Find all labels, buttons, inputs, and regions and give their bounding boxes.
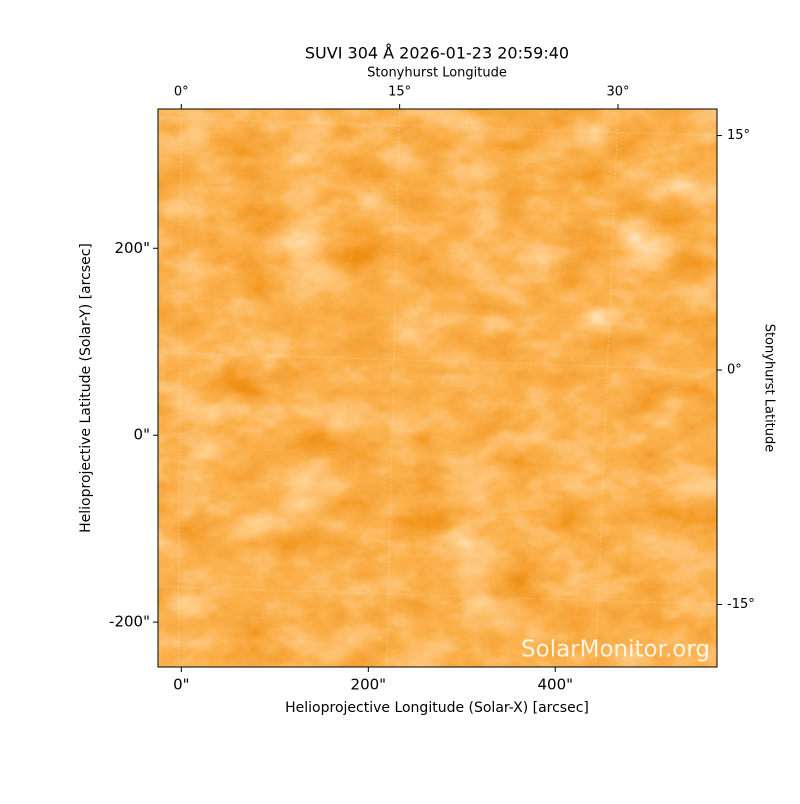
x2-axis-label: Stonyhurst Longitude xyxy=(367,66,507,81)
y2-tick-label: -15° xyxy=(727,597,755,612)
axes-frame xyxy=(157,108,718,668)
y-axis-label: Helioprojective Latitude (Solar-Y) [arcs… xyxy=(78,243,94,533)
y2-tick-label: 0° xyxy=(727,363,742,378)
y-tick-label: 0" xyxy=(134,426,150,444)
x-tick-label: 0" xyxy=(173,676,189,694)
solar-image xyxy=(158,109,717,667)
watermark: SolarMonitor.org xyxy=(521,637,710,663)
x-axis-label: Helioprojective Longitude (Solar-X) [arc… xyxy=(285,700,589,716)
x2-tick-label: 30° xyxy=(606,85,629,100)
x2-tick-label: 0° xyxy=(174,85,189,100)
y-tick-label: 200" xyxy=(114,239,150,257)
y-tick-label: -200" xyxy=(109,613,150,631)
chart-title: SUVI 304 Å 2026-01-23 20:59:40 xyxy=(305,44,569,63)
x-tick-label: 400" xyxy=(538,676,574,694)
x-tick-label: 200" xyxy=(351,676,387,694)
x2-tick-label: 15° xyxy=(388,85,411,100)
y2-axis-label: Stonyhurst Latitude xyxy=(762,324,777,453)
y2-tick-label: 15° xyxy=(727,128,750,143)
